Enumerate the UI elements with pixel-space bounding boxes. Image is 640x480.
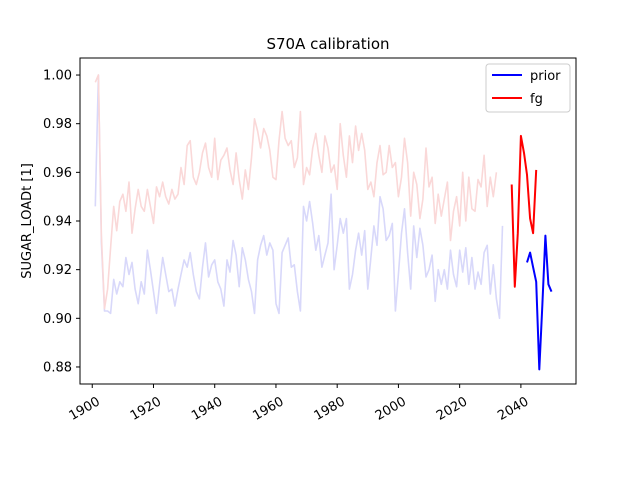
y-tick-label: 0.88: [43, 360, 72, 375]
series-line-prior-history: [94, 74, 504, 320]
legend-label-fg: fg: [530, 92, 543, 107]
y-tick-label: 0.94: [43, 215, 72, 230]
legend-label-prior: prior: [530, 69, 561, 84]
y-axis: 0.88 0.90 0.92 0.94 0.96 0.98 1.00: [43, 69, 80, 375]
y-tick-label: 0.96: [43, 166, 72, 181]
series-line-fg: [510, 134, 538, 288]
y-tick-label: 0.92: [43, 263, 72, 278]
chart-title: S70A calibration: [266, 35, 389, 53]
y-tick-label: 0.98: [43, 117, 72, 132]
y-axis-label: SUGAR_LOADt [1]: [20, 163, 35, 279]
plot-lines: [94, 74, 553, 371]
y-tick-label: 0.90: [43, 312, 72, 327]
series-line-prior: [526, 234, 553, 371]
legend: prior fg: [485, 63, 571, 113]
series-line-fg-history: [94, 74, 498, 310]
y-tick-label: 1.00: [43, 69, 72, 84]
